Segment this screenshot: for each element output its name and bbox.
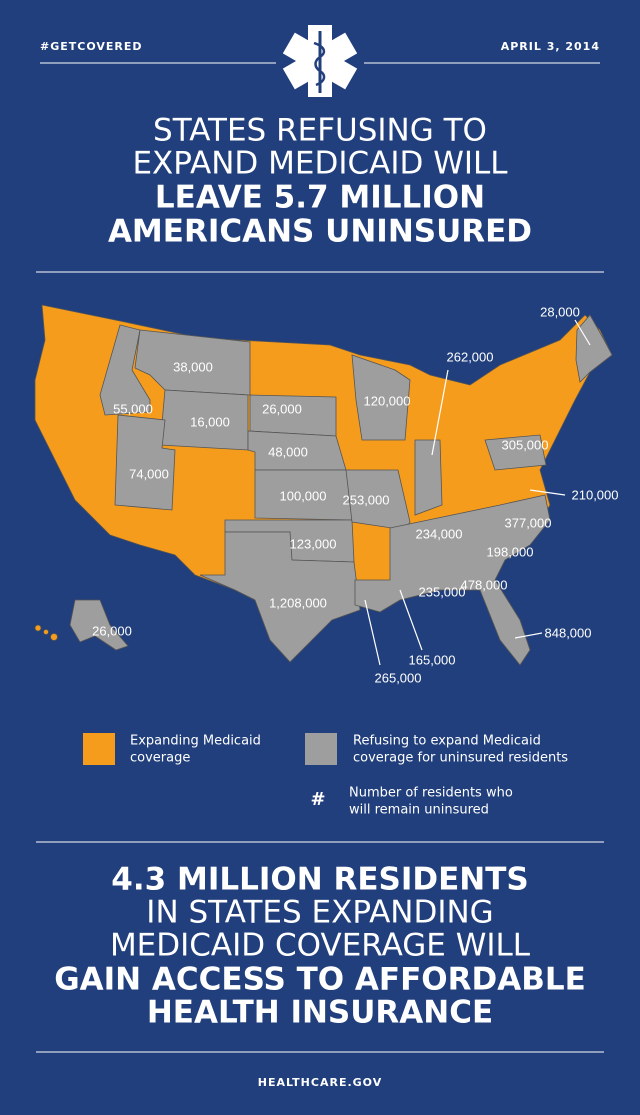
uninsured-label: 120,000	[364, 393, 411, 408]
conclusion-line: MEDICAID COVERAGE WILL	[110, 928, 531, 964]
legend-text: coverage	[130, 751, 190, 766]
uninsured-label: 165,000	[409, 652, 456, 667]
uninsured-label: 55,000	[113, 401, 153, 416]
title-line: STATES REFUSING TO	[153, 113, 487, 149]
uninsured-label: 28,000	[540, 304, 580, 319]
state	[50, 633, 58, 641]
footer-site: HEALTHCARE.GOV	[258, 1076, 382, 1089]
uninsured-label: 235,000	[419, 584, 466, 599]
conclusion-line: GAIN ACCESS TO AFFORDABLE	[54, 962, 586, 998]
state	[484, 434, 547, 471]
state	[351, 354, 411, 441]
state	[99, 324, 151, 416]
legend-symbol: #	[310, 789, 325, 810]
conclusion-line: IN STATES EXPANDING	[146, 895, 493, 931]
title-line: LEAVE 5.7 MILLION	[155, 180, 485, 216]
conclusion-line: HEALTH INSURANCE	[147, 995, 493, 1031]
uninsured-label: 262,000	[447, 349, 494, 364]
uninsured-label: 848,000	[545, 625, 592, 640]
uninsured-label: 48,000	[268, 444, 308, 459]
star-of-life	[282, 25, 358, 97]
state	[354, 494, 551, 666]
us-map: 28,000 38,000 262,000 55,000 16,000 26,000 120…	[34, 304, 619, 685]
legend-text: coverage for uninsured residents	[353, 751, 568, 766]
legend-swatch	[83, 733, 115, 765]
legend-text: Refusing to expand Medicaid	[353, 734, 541, 749]
hashtag: #GETCOVERED	[40, 40, 143, 53]
uninsured-label: 74,000	[129, 466, 169, 481]
legend-text: will remain uninsured	[349, 803, 489, 818]
leader-line	[399, 589, 423, 651]
leader-line	[364, 599, 381, 666]
uninsured-label: 16,000	[190, 414, 230, 429]
state	[43, 629, 49, 635]
date: APRIL 3, 2014	[501, 40, 600, 53]
uninsured-label: 234,000	[416, 526, 463, 541]
uninsured-label: 1,208,000	[269, 595, 327, 610]
leader-line	[514, 632, 543, 639]
leader-line	[529, 489, 566, 496]
uninsured-label: 478,000	[461, 577, 508, 592]
legend-text: Expanding Medicaid	[130, 734, 261, 749]
conclusion-line: 4.3 MILLION RESIDENTS	[111, 862, 528, 898]
leader-line	[431, 369, 449, 456]
state	[69, 599, 129, 651]
legend-swatch	[305, 733, 337, 765]
uninsured-label: 38,000	[173, 359, 213, 374]
uninsured-label: 123,000	[290, 536, 337, 551]
title-line: AMERICANS UNINSURED	[108, 214, 532, 250]
uninsured-label: 305,000	[502, 437, 549, 452]
state	[114, 414, 176, 511]
uninsured-label: 210,000	[572, 487, 619, 502]
uninsured-label: 26,000	[92, 623, 132, 638]
uninsured-label: 100,000	[280, 488, 327, 503]
state	[575, 314, 613, 383]
state	[34, 624, 42, 632]
state	[199, 531, 361, 663]
state	[414, 439, 443, 516]
uninsured-label: 253,000	[343, 492, 390, 507]
uninsured-label: 265,000	[375, 670, 422, 685]
legend-text: Number of residents who	[349, 786, 513, 801]
leader-line	[574, 319, 591, 346]
uninsured-label: 26,000	[262, 401, 302, 416]
uninsured-label: 198,000	[487, 544, 534, 559]
title-line: EXPAND MEDICAID WILL	[132, 146, 508, 182]
uninsured-label: 377,000	[505, 515, 552, 530]
